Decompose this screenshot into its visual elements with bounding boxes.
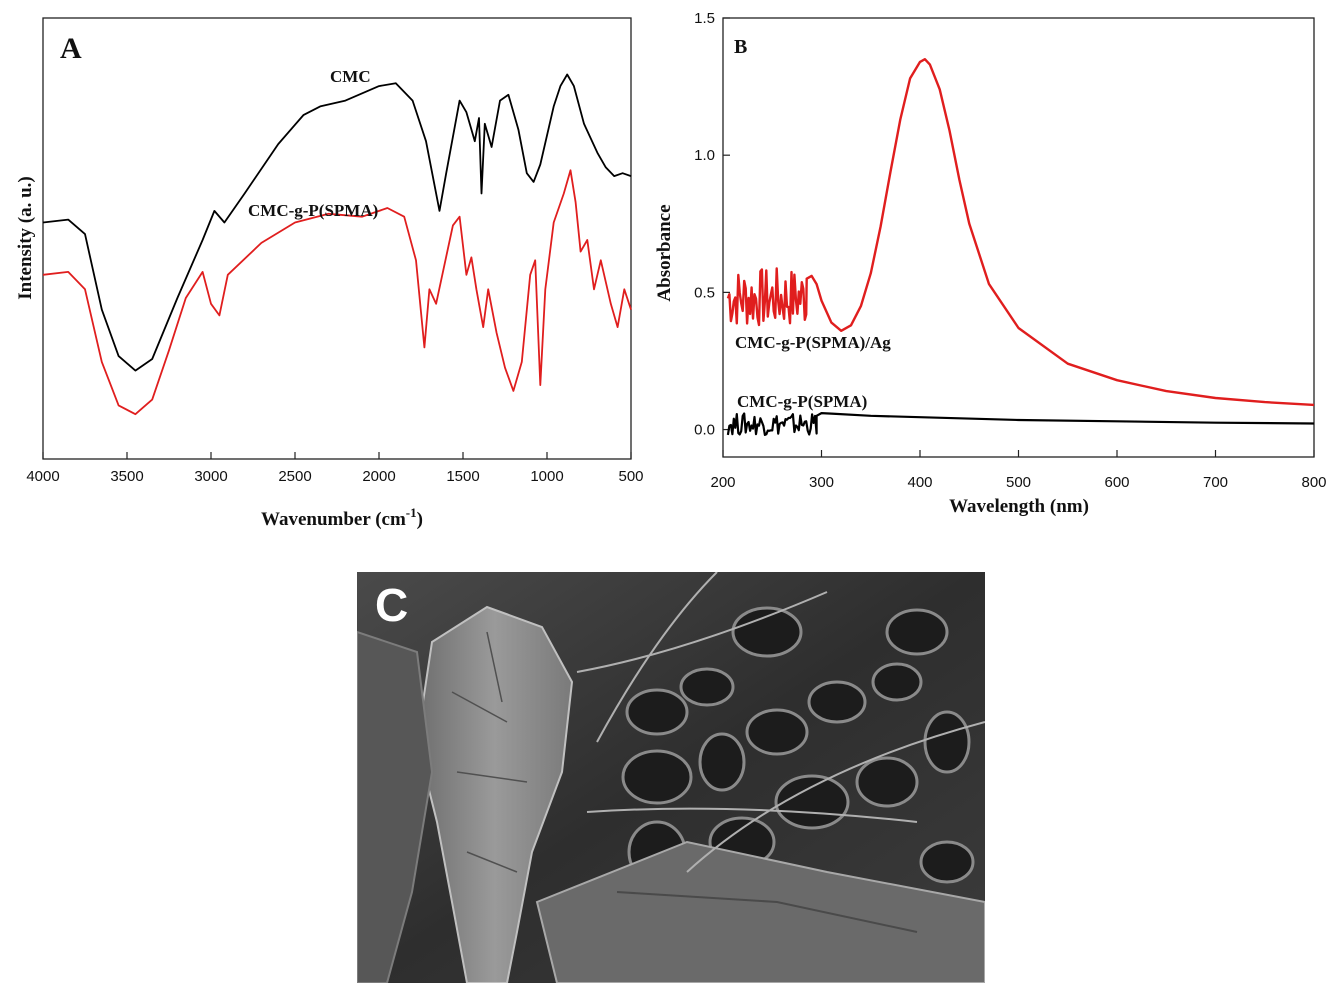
panel-a-x-axis-title-main: Wavenumber (cm xyxy=(261,509,406,530)
panel-b-series-line-cmc-g-p-spma-ag xyxy=(726,58,1315,407)
sem-micrograph-image xyxy=(357,572,985,983)
panel-b-label: B xyxy=(734,36,747,58)
panel-a-x-tick-label: 2000 xyxy=(362,468,395,485)
ag-curve-label: CMC-g-P(SPMA)/Ag xyxy=(735,333,891,352)
panel-a-label: A xyxy=(60,32,82,65)
panel-b-y-tick-label: 1.5 xyxy=(694,10,715,27)
panel-a-x-tick-label: 3500 xyxy=(110,468,143,485)
panel-a-series-line-cmc xyxy=(42,73,632,372)
panel-a-x-tick-label: 4000 xyxy=(26,468,59,485)
panel-a-series xyxy=(42,73,632,416)
panel-b-x-tick-label: 300 xyxy=(809,474,834,491)
panel-b-x-tick-label: 500 xyxy=(1006,474,1031,491)
panel-b-x-tick-label: 400 xyxy=(907,474,932,491)
panel-b-series xyxy=(726,58,1315,436)
panel-a-x-ticks: 4000 3500 3000 2500 2000 1500 1000 500 xyxy=(26,452,644,485)
panel-c-label: C xyxy=(375,579,409,631)
panel-b-y-tick-label: 0.0 xyxy=(694,422,715,439)
panel-a-x-tick-label: 1500 xyxy=(446,468,479,485)
panel-a-x-axis-title-tail: ) xyxy=(417,509,423,530)
panel-b-x-tick-label: 200 xyxy=(710,474,735,491)
spma-curve-label: CMC-g-P(SPMA) xyxy=(737,392,867,411)
panel-b: 200 300 400 500 600 700 800 0.0 0.5 1.0 1.5 B CMC… xyxy=(654,10,1327,517)
cmc-g-p-spma-curve-label: CMC-g-P(SPMA) xyxy=(248,201,378,220)
panel-a-x-tick-label: 3000 xyxy=(194,468,227,485)
panel-a-x-axis-title: Wavenumber (cm-1) xyxy=(261,505,423,530)
panel-a-x-axis-title-sup: -1 xyxy=(406,505,417,520)
panel-b-y-ticks: 0.0 0.5 1.0 1.5 xyxy=(694,10,730,439)
panel-a-y-axis-title: Intensity (a. u.) xyxy=(15,176,36,300)
panel-a: 4000 3500 3000 2500 2000 1500 1000 500 A CMC CM… xyxy=(15,17,644,530)
panel-b-x-ticks: 200 300 400 500 600 700 800 xyxy=(710,450,1327,491)
panel-a-x-tick-label: 500 xyxy=(618,468,643,485)
panel-b-x-tick-label: 600 xyxy=(1104,474,1129,491)
cmc-curve-label: CMC xyxy=(330,67,371,86)
panel-b-y-tick-label: 1.0 xyxy=(694,147,715,164)
panel-a-series-line-cmc-g-p-spma xyxy=(42,169,632,416)
panel-b-series-line-cmc-g-p-spma xyxy=(726,412,1315,436)
sem-micrograph-panel: C xyxy=(357,572,985,983)
panel-a-frame xyxy=(42,17,632,460)
panel-a-x-tick-label: 2500 xyxy=(278,468,311,485)
panel-b-x-tick-label: 700 xyxy=(1203,474,1228,491)
panel-b-y-axis-title: Absorbance xyxy=(654,204,675,301)
panel-b-x-tick-label: 800 xyxy=(1301,474,1326,491)
panel-b-x-axis-title: Wavelength (nm) xyxy=(949,496,1089,517)
panel-b-y-tick-label: 0.5 xyxy=(694,284,715,301)
panel-a-x-tick-label: 1000 xyxy=(530,468,563,485)
figure-charts: 4000 3500 3000 2500 2000 1500 1000 500 A CMC CM… xyxy=(15,10,1327,530)
